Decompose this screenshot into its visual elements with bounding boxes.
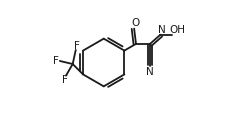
Text: OH: OH <box>169 25 185 35</box>
Text: O: O <box>131 18 139 28</box>
Text: F: F <box>62 75 67 85</box>
Text: F: F <box>53 56 59 66</box>
Text: N: N <box>146 67 154 77</box>
Text: F: F <box>74 41 80 51</box>
Text: N: N <box>158 24 166 34</box>
